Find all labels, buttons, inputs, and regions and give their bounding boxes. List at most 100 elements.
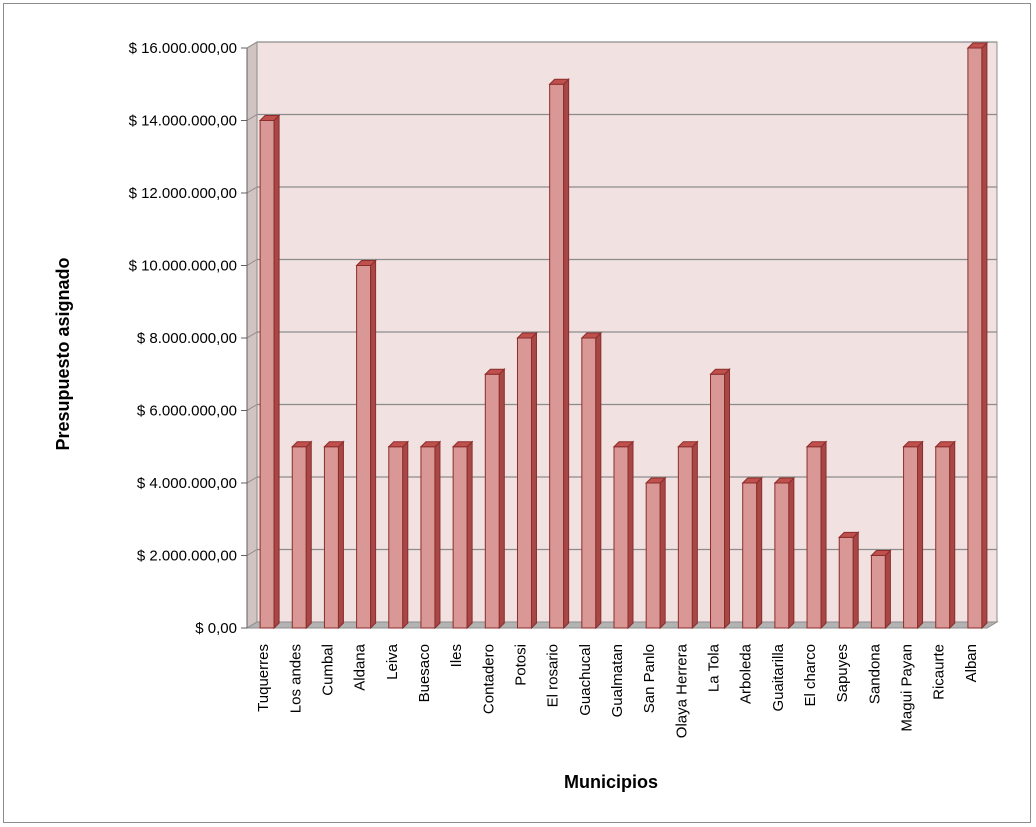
bar-side xyxy=(724,368,731,630)
x-tick-label: Gualmatan xyxy=(609,644,626,717)
y-axis-title: Presupuesto asignado xyxy=(53,257,73,450)
bar-top xyxy=(741,477,763,484)
x-tick-label: Los andes xyxy=(287,644,304,713)
bar-side xyxy=(563,78,570,630)
bar xyxy=(709,368,731,630)
gridline-side xyxy=(246,259,258,266)
bar-front xyxy=(935,446,951,629)
bar-top xyxy=(355,260,377,266)
bar xyxy=(580,331,603,630)
bar xyxy=(612,440,635,630)
bar xyxy=(387,440,409,630)
bar-front xyxy=(774,482,790,629)
bar-front xyxy=(870,555,886,629)
bar-side xyxy=(402,440,409,630)
gridline-side xyxy=(246,331,258,339)
x-tick-label: Sapuyes xyxy=(834,644,851,702)
x-tick-label: Guaitarilla xyxy=(770,643,787,711)
bar-side xyxy=(498,368,505,630)
x-tick-label: Sandona xyxy=(866,643,883,704)
y-axis-ticks: $ 0,00 $ 2.000.000,00 $ 4.000.000,00 $ 6.00… xyxy=(129,40,248,637)
y-tick-label: $ 12.000.000,00 xyxy=(129,185,237,202)
bar-side xyxy=(466,440,473,630)
bar-side xyxy=(820,440,827,630)
bar-top xyxy=(548,78,570,85)
bar-front xyxy=(291,446,307,629)
x-tick-label: El charco xyxy=(802,644,819,707)
bar-top xyxy=(291,441,313,448)
bar-side xyxy=(659,476,666,630)
bar xyxy=(838,531,860,630)
gridline-side xyxy=(246,186,258,194)
bar xyxy=(516,331,538,630)
x-tick-label: Buesaco xyxy=(416,644,433,702)
bar-side xyxy=(981,41,988,630)
x-tick-label: Leiva xyxy=(384,643,401,680)
x-axis-title: Municipios xyxy=(564,772,658,792)
y-tick-label: $ 8.000.000,00 xyxy=(137,330,237,347)
bar-side xyxy=(884,549,891,630)
x-tick-label: La Tola xyxy=(706,643,723,692)
x-tick-label: Aldana xyxy=(352,643,369,690)
y-tick-label: $ 10.000.000,00 xyxy=(129,258,237,275)
bar-side xyxy=(305,440,312,630)
bar xyxy=(419,440,442,630)
bar xyxy=(548,78,570,630)
bar-side xyxy=(949,440,956,630)
bar-side xyxy=(273,114,280,630)
x-tick-label: Cumbal xyxy=(319,644,336,696)
bar xyxy=(355,259,377,630)
bar-front xyxy=(388,446,404,629)
y-tick-label: $ 16.000.000,00 xyxy=(129,40,237,57)
bar-top xyxy=(516,332,538,339)
bar-top xyxy=(709,368,731,375)
bar-front xyxy=(677,446,693,629)
bar-front xyxy=(323,446,339,629)
bar-front xyxy=(420,446,436,629)
bar-top xyxy=(773,477,796,484)
bar xyxy=(451,440,474,630)
gridline-side xyxy=(246,549,258,556)
gridline-side xyxy=(246,476,258,484)
bar-front xyxy=(484,373,500,629)
y-tick-label: $ 2.000.000,00 xyxy=(137,548,237,565)
bar-front xyxy=(613,446,629,629)
x-tick-label: Contadero xyxy=(480,644,497,714)
bar-top xyxy=(966,42,989,49)
bar-front xyxy=(967,47,983,629)
bar xyxy=(291,440,313,630)
x-tick-label: San Panlo xyxy=(641,644,658,713)
x-tick-label: Alban xyxy=(963,644,980,682)
bar-side xyxy=(595,331,602,630)
bar-top xyxy=(258,115,281,121)
bar-side xyxy=(530,331,537,630)
y-tick-label: $ 6.000.000,00 xyxy=(137,403,237,420)
bar-chart: $ 0,00 $ 2.000.000,00 $ 4.000.000,00 $ 6.00… xyxy=(53,40,999,792)
bars xyxy=(258,41,989,630)
y-tick-label: $ 0,00 xyxy=(195,620,237,637)
chart-frame: $ 0,00 $ 2.000.000,00 $ 4.000.000,00 $ 6.00… xyxy=(3,3,1031,823)
bar-front xyxy=(581,337,597,629)
bar-top xyxy=(870,550,892,556)
bar-side xyxy=(788,476,795,630)
x-tick-label: El rosario xyxy=(545,644,562,707)
bar-front xyxy=(710,373,726,629)
bar-side xyxy=(917,440,924,630)
y-tick-label: $ 14.000.000,00 xyxy=(129,113,237,130)
bar xyxy=(870,549,892,630)
bar xyxy=(902,440,924,630)
bar-side xyxy=(756,476,763,630)
bar-top xyxy=(934,441,956,448)
x-axis-ticks: Tuquerres Los andes Cumbal Aldana Leiva Buesa… xyxy=(255,643,980,738)
bar-side xyxy=(852,531,859,630)
bar-side xyxy=(370,259,377,630)
bar-front xyxy=(903,446,919,629)
bar xyxy=(258,114,281,630)
x-tick-label: Olaya Herrera xyxy=(673,643,690,738)
bar xyxy=(644,476,667,630)
bar xyxy=(805,440,828,630)
bar-side xyxy=(691,440,698,630)
bar-front xyxy=(838,536,854,629)
gridline-side xyxy=(246,114,258,121)
bar xyxy=(677,440,699,630)
